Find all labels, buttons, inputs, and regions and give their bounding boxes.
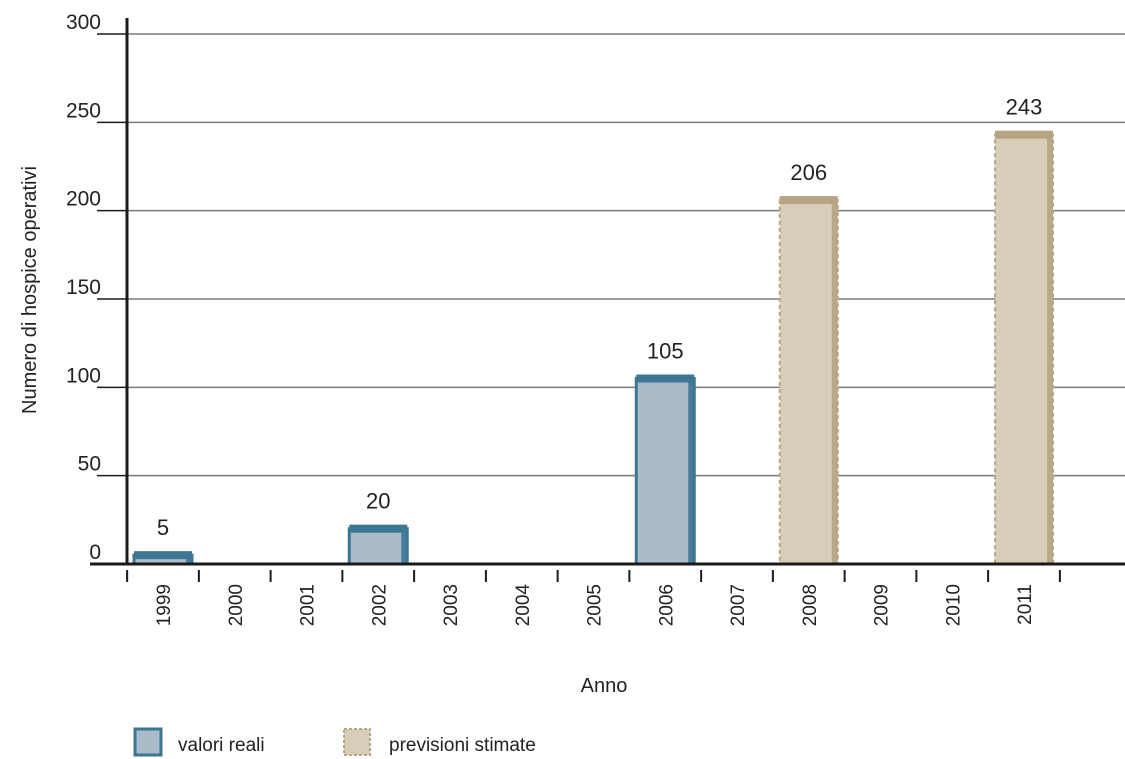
bar-side-2011 [1047,134,1053,564]
bar-2002 [347,527,409,566]
data-label-2008: 206 [790,160,827,185]
x-tick-label-2002: 2002 [369,584,390,626]
y-tick-label-300: 300 [66,11,101,34]
bar-side-2002 [401,528,408,564]
bar-top-2011 [995,130,1053,139]
legend: valori reali previsioni stimate [133,727,536,757]
legend-label-valori-reali: valori reali [178,735,265,756]
x-tick-labels: 1999 2000 2001 2002 2003 2004 2005 2006 2007 2008… [126,570,1061,627]
y-tick-label-0: 0 [89,541,101,564]
x-tick-label-2008: 2008 [800,584,821,626]
gridlines [127,33,1125,477]
y-tick-label-100: 100 [66,364,101,387]
bar-2006 [634,377,696,566]
legend-swatch-previsioni-stimate [343,728,371,756]
x-tick-label-2007: 2007 [728,584,749,626]
legend-item-previsioni-stimate: previsioni stimate [343,728,536,756]
bars [132,130,1054,566]
x-tick-label-2001: 2001 [298,584,319,626]
x-tick-label-2000: 2000 [226,584,247,626]
y-axis-title: Numero di hospice operativi [19,166,41,414]
x-tick-label-2003: 2003 [441,584,462,626]
bar-2011 [994,133,1054,565]
data-labels: 5 20 105 206 243 [157,95,1042,540]
x-tick-label-2010: 2010 [943,584,964,626]
bar-top-2006 [636,374,695,383]
x-axis-title: Anno [581,675,628,697]
x-tick-label-2006: 2006 [656,584,677,626]
bar-top-2008 [779,196,838,205]
x-tick-label-2011: 2011 [1015,584,1036,625]
legend-swatch-valori-reali [133,727,163,757]
x-tick-label-2004: 2004 [513,584,534,627]
bar-2008 [778,199,839,565]
y-tick-label-150: 150 [66,276,101,299]
bar-top-2002 [349,524,408,533]
data-label-2006: 105 [647,339,684,364]
y-tick-label-200: 200 [66,188,101,211]
bar-top-1999 [134,551,192,560]
axes [90,18,1125,566]
data-label-1999: 5 [157,515,169,540]
x-tick-label-1999: 1999 [154,584,175,626]
x-tick-label-2009: 2009 [872,584,893,626]
legend-item-valori-reali: valori reali [133,727,265,757]
bar-side-1999 [186,555,192,564]
x-tick-label-2005: 2005 [585,584,606,626]
y-tick-labels: 0 50 100 150 200 250 300 [66,11,127,565]
legend-label-previsioni-stimate: previsioni stimate [389,735,536,756]
bar-side-2008 [831,200,838,565]
data-label-2011: 243 [1006,95,1043,120]
bar-side-2006 [688,378,695,564]
data-label-2002: 20 [366,489,390,514]
y-tick-label-250: 250 [66,99,101,122]
y-tick-label-50: 50 [78,453,101,476]
